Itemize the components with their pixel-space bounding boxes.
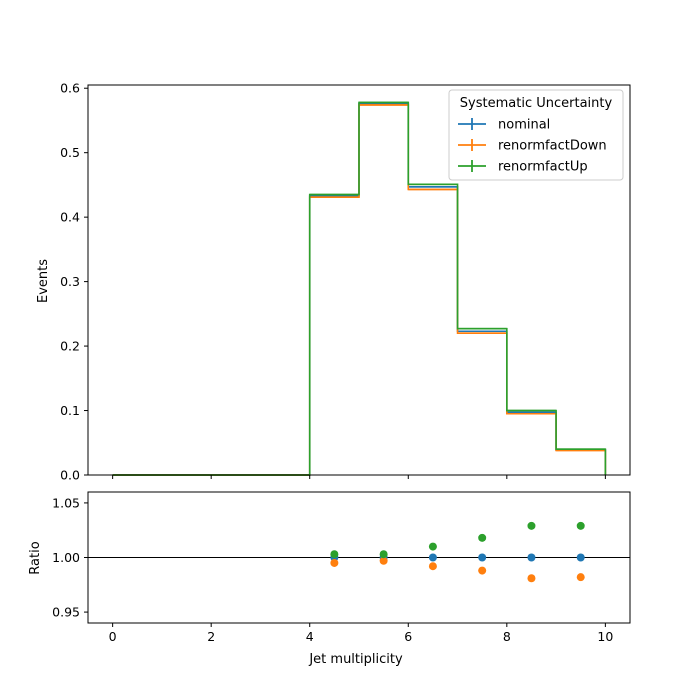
main-axes-frame	[87, 84, 631, 476]
main-y-tick-label: 0.1	[60, 403, 80, 418]
ratio-panel: 0.95 1.00 1.05 0 2 4 6 8 10	[52, 491, 631, 644]
x-tick-label: 4	[306, 629, 314, 644]
legend: Systematic Uncertainty nominal renormfact…	[448, 89, 624, 181]
ratio-point-renormfactUp	[379, 550, 388, 559]
ratio-point-nominal	[527, 553, 536, 562]
ratio-series-renormfactDown	[330, 556, 585, 583]
legend-label: renormfactUp	[498, 160, 588, 175]
main-y-tick-label: 0.0	[60, 468, 80, 483]
ratio-series-renormfactUp	[330, 521, 585, 559]
main-y-axis-label: Events	[36, 259, 51, 303]
legend-entry-nominal: nominal	[458, 118, 550, 133]
legend-title: Systematic Uncertainty	[460, 96, 613, 111]
main-y-tick-label: 0.5	[60, 145, 80, 160]
ratio-point-renormfactDown	[576, 573, 585, 582]
legend-entry-renormfactUp: renormfactUp	[458, 160, 588, 175]
ratio-point-renormfactDown	[527, 574, 536, 583]
ratio-point-renormfactDown	[478, 566, 487, 575]
ratio-point-renormfactUp	[330, 550, 339, 559]
ratio-point-renormfactUp	[527, 521, 536, 530]
legend-entry-renormfactDown: renormfactDown	[458, 139, 607, 154]
ratio-point-nominal	[478, 553, 487, 562]
ratio-point-renormfactUp	[576, 521, 585, 530]
ratio-point-renormfactUp	[428, 542, 437, 551]
ratio-y-tick-label: 1.00	[52, 550, 80, 565]
x-tick-label: 10	[597, 629, 613, 644]
x-tick-label: 6	[404, 629, 412, 644]
ratio-point-renormfactDown	[330, 558, 339, 567]
x-tick-label: 8	[503, 629, 511, 644]
ratio-point-nominal	[576, 553, 585, 562]
main-histogram-panel: 0.0 0.1 0.2 0.3 0.4 0.5 0.6	[60, 81, 631, 483]
ratio-y-tick-label: 1.05	[52, 495, 80, 510]
x-tick-label: 0	[109, 629, 117, 644]
main-y-tick-label: 0.6	[60, 81, 80, 96]
legend-box	[448, 89, 624, 181]
x-tick-label: 2	[207, 629, 215, 644]
main-y-tick-label: 0.4	[60, 210, 80, 225]
x-axis-label: Jet multiplicity	[308, 652, 403, 667]
main-y-tick-label: 0.2	[60, 339, 80, 354]
legend-label: nominal	[498, 118, 550, 133]
ratio-y-axis-label: Ratio	[28, 541, 43, 574]
ratio-point-nominal	[428, 553, 437, 562]
ratio-point-renormfactUp	[478, 533, 487, 542]
ratio-point-renormfactDown	[379, 556, 388, 565]
legend-label: renormfactDown	[498, 139, 607, 154]
main-y-tick-label: 0.3	[60, 274, 80, 289]
ratio-point-renormfactDown	[428, 562, 437, 571]
ratio-y-tick-label: 0.95	[52, 605, 80, 620]
